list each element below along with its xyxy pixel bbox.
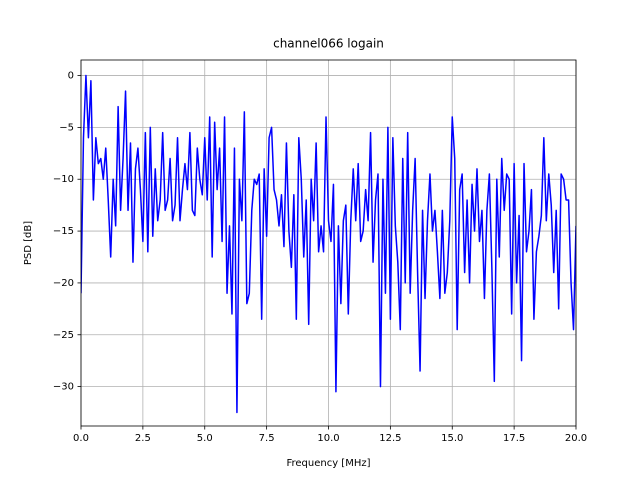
x-tick-label: 10.0 (317, 433, 339, 444)
x-tick-label: 15.0 (441, 433, 463, 444)
x-tick-label: 12.5 (379, 433, 401, 444)
y-tick-label: −20 (53, 278, 74, 289)
psd-line (81, 74, 576, 414)
y-tick-label: 0 (68, 71, 74, 82)
y-tick-label: −25 (53, 330, 74, 341)
x-axis-label: Frequency [MHz] (286, 458, 370, 469)
chart-title: channel066 logain (273, 37, 384, 51)
x-tick-label: 2.5 (135, 433, 151, 444)
y-tick-label: −15 (53, 226, 74, 237)
x-tick-label: 7.5 (259, 433, 275, 444)
plot-frame (80, 59, 577, 427)
y-tick-label: −30 (53, 382, 74, 393)
y-tick-label: −10 (53, 174, 74, 185)
x-tick-label: 17.5 (503, 433, 525, 444)
y-axis-label: PSD [dB] (23, 221, 34, 265)
x-tick-label: 5.0 (197, 433, 213, 444)
x-tick-label: 0.0 (73, 433, 89, 444)
y-tick-label: −5 (59, 122, 74, 133)
x-tick-label: 20.0 (565, 433, 587, 444)
